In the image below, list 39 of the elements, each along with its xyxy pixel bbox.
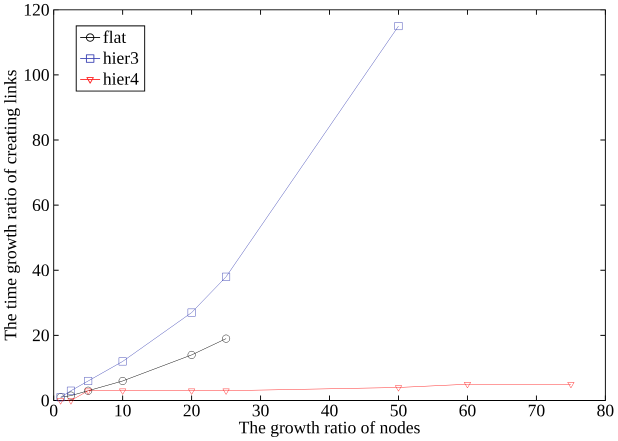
point <box>84 377 92 385</box>
y-tick-label: 60 <box>32 199 49 212</box>
y-axis-title: The time growth ratio of creating links <box>4 70 20 340</box>
point <box>119 388 126 395</box>
y-tick-label: 0 <box>41 394 49 406</box>
y-tick-label: 40 <box>32 264 49 276</box>
point <box>118 357 127 366</box>
x-tick-label: 60 <box>459 404 476 416</box>
point <box>222 334 230 343</box>
x-tick-label: 10 <box>115 404 131 416</box>
x-tick-label: 50 <box>390 404 407 416</box>
x-tick-label: 80 <box>597 404 614 416</box>
point <box>222 388 230 395</box>
x-tick-label: 40 <box>321 404 338 416</box>
legend-label: hier3 <box>103 52 138 64</box>
y-tick-label: 20 <box>32 330 49 342</box>
point <box>57 398 64 405</box>
point <box>118 377 127 385</box>
point <box>188 308 196 317</box>
point <box>222 272 230 281</box>
x-tick-label: 20 <box>184 404 200 416</box>
point <box>66 386 75 395</box>
point <box>395 385 402 392</box>
x-tick-label: 30 <box>252 404 269 416</box>
point <box>66 392 75 400</box>
point <box>464 382 471 388</box>
y-tick-label: 120 <box>24 4 49 16</box>
y-tick-label: 100 <box>24 69 49 81</box>
point <box>67 398 74 405</box>
legend-label: hier4 <box>103 72 139 85</box>
point <box>188 350 196 359</box>
x-tick-label: 70 <box>528 404 544 416</box>
point <box>567 382 574 388</box>
x-axis-title: The growth ratio of nodes <box>238 420 420 438</box>
point <box>188 388 196 395</box>
x-tick-label: 0 <box>50 404 58 416</box>
point <box>394 22 402 30</box>
legend-label: flat <box>103 30 126 44</box>
y-tick-label: 80 <box>32 134 49 146</box>
